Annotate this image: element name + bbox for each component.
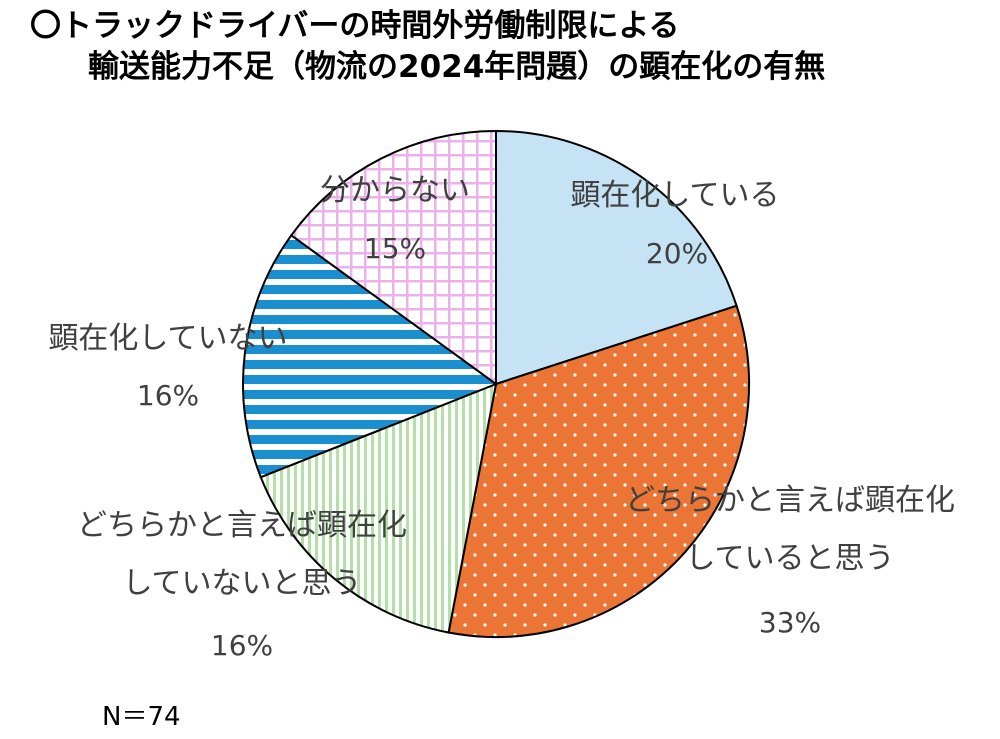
slice-percent-1: 33% [759,606,821,639]
slice-label-2-line-0: どちらかと言えば顕在化 [77,508,407,543]
slice-percent-0: 20% [646,237,708,270]
chart-title-line-2: 輸送能力不足（物流の2024年問題）の顕在化の有無 [88,49,826,85]
slice-label-0-line-0: 顕在化している [570,178,779,213]
slice-percent-4: 15% [364,232,426,265]
pie-slice-4 [289,129,497,386]
slice-label-2-line-1: していないと思う [122,566,361,601]
pie-slice-2 [259,382,498,634]
slice-percent-3: 16% [137,379,199,412]
slice-label-4-line-0: 分からない [320,173,470,208]
slice-label-1-line-0: どちらかと言えば顕在化 [625,483,955,518]
slice-percent-2: 16% [211,629,273,662]
chart-title-line-1: 〇トラックドライバーの時間外労働制限による [30,8,680,44]
pie-slice-1 [447,304,750,638]
pie-slice-0 [495,129,738,386]
slice-label-1-line-1: していると思う [685,541,894,576]
sample-size-note: N＝74 [102,702,181,732]
pie-slice-3 [242,233,499,479]
slice-label-3-line-0: 顕在化していない [48,321,287,356]
